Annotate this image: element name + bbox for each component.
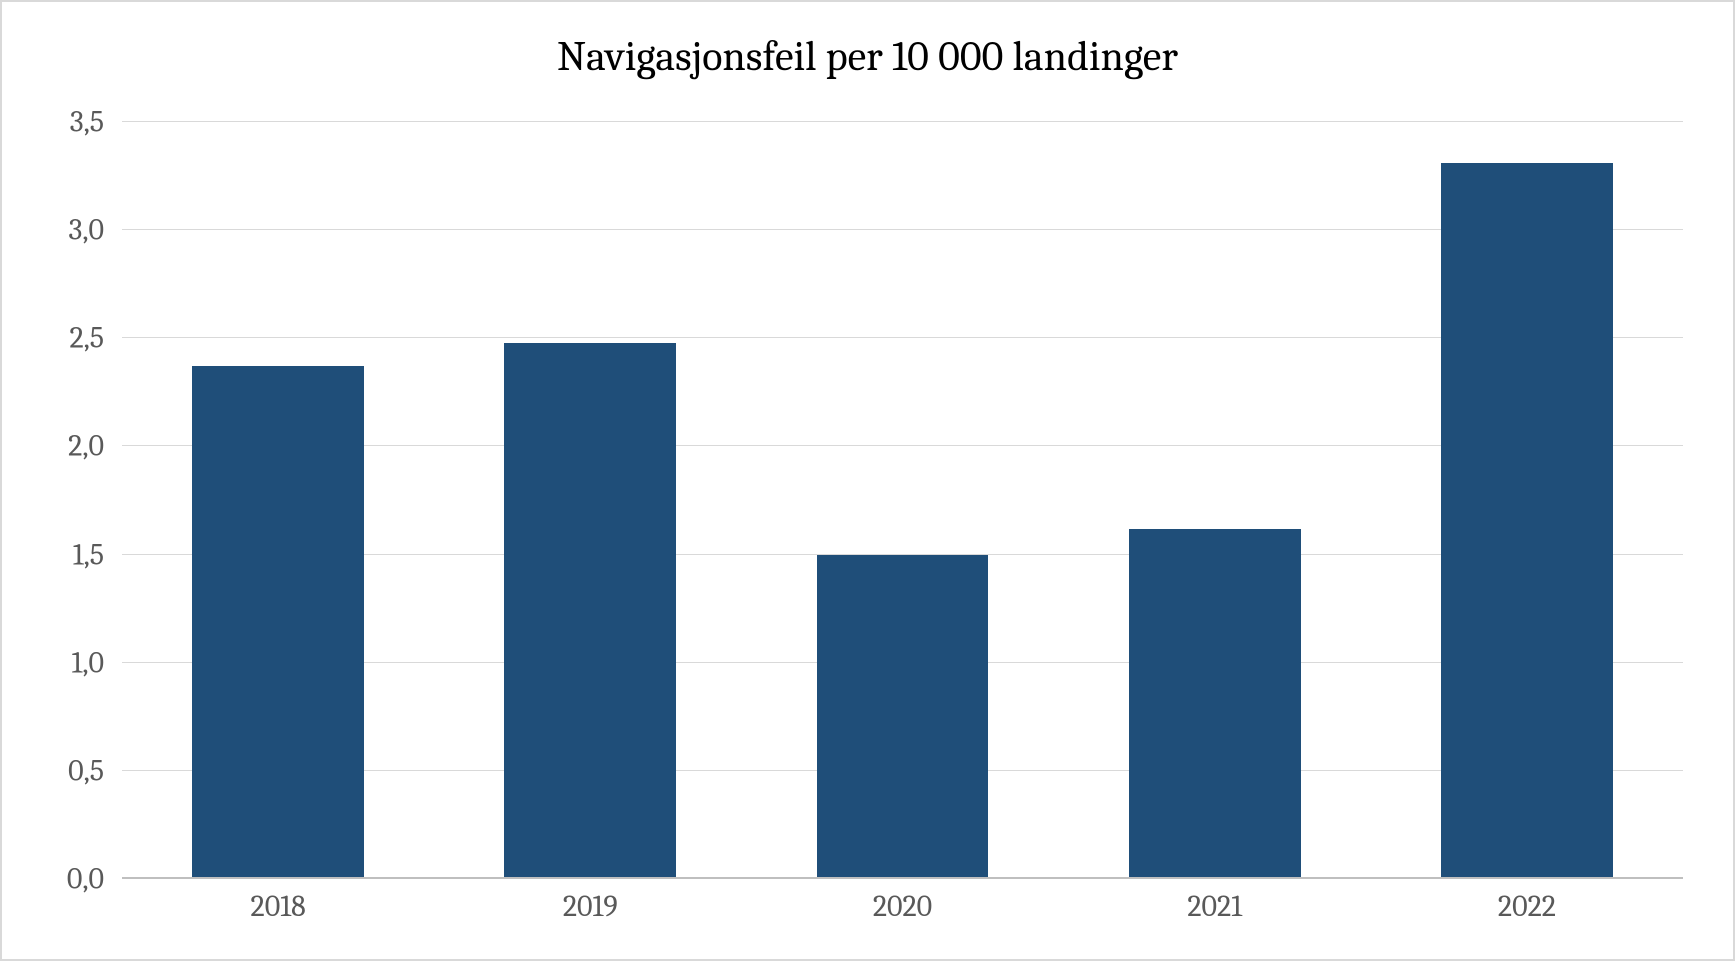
bar-slot [434, 122, 746, 879]
bars-row [122, 122, 1683, 879]
chart-container: Navigasjonsfeil per 10 000 landinger 0,0… [0, 0, 1735, 961]
chart-title: Navigasjonsfeil per 10 000 landinger [32, 32, 1703, 81]
bar-slot [1059, 122, 1371, 879]
x-tick-label: 2018 [122, 889, 434, 939]
plot-wrapper: 0,00,51,01,52,02,53,03,5 [42, 122, 1683, 879]
bar [1129, 529, 1301, 879]
plot-area [122, 122, 1683, 879]
bar [1441, 163, 1613, 879]
bar-slot [122, 122, 434, 879]
y-axis: 0,00,51,01,52,02,53,03,5 [42, 122, 122, 879]
y-tick-label: 0,5 [68, 753, 104, 788]
bar [504, 343, 676, 879]
y-tick-label: 2,5 [69, 321, 104, 356]
y-tick-label: 2,0 [68, 429, 104, 464]
bar [192, 366, 364, 879]
x-tick-label: 2022 [1371, 889, 1683, 939]
x-tick-label: 2020 [746, 889, 1058, 939]
y-tick-label: 3,0 [69, 213, 105, 248]
baseline [122, 877, 1683, 879]
y-tick-label: 1,5 [73, 537, 104, 572]
bar-slot [746, 122, 1058, 879]
x-axis: 20182019202020212022 [122, 889, 1683, 939]
y-tick-label: 1,0 [71, 645, 104, 680]
x-tick-label: 2019 [434, 889, 746, 939]
x-tick-label: 2021 [1059, 889, 1371, 939]
y-tick-label: 3,5 [70, 105, 104, 140]
bar-slot [1371, 122, 1683, 879]
bar [817, 555, 989, 879]
y-tick-label: 0,0 [67, 862, 104, 897]
